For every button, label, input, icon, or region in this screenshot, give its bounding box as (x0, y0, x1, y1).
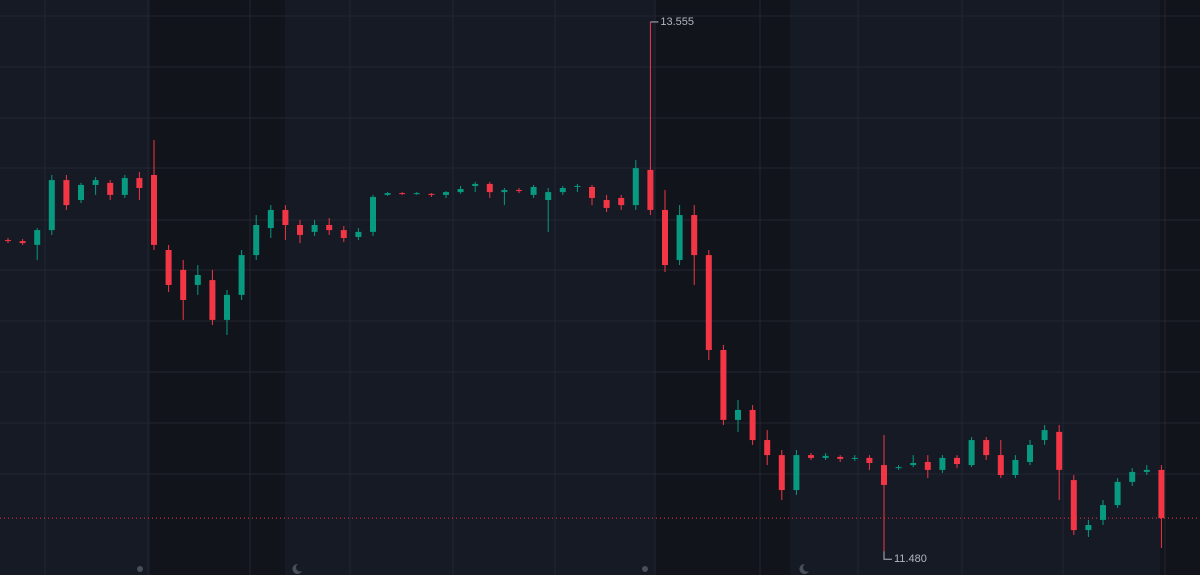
candle-body (516, 190, 522, 192)
candle-body (618, 197, 625, 206)
candle-body (764, 440, 771, 456)
candle-body (326, 225, 333, 231)
candle-body (136, 178, 143, 189)
candle-body (603, 200, 610, 208)
candle-body (589, 186, 595, 198)
moon-icon (292, 563, 302, 574)
candle-body (720, 350, 727, 420)
sun-icon (137, 566, 143, 572)
candle-body (1056, 431, 1063, 470)
candle-body (939, 457, 946, 470)
candle-body (1114, 481, 1121, 506)
candle-body (1041, 430, 1048, 441)
candle-body (983, 440, 990, 456)
session-shading (150, 0, 1200, 575)
candle-body (530, 186, 537, 195)
candle-body (997, 455, 1004, 475)
candle-body (662, 209, 668, 266)
candle-body (253, 225, 260, 256)
candle-body (19, 241, 26, 244)
candle-body (676, 215, 683, 260)
candle-body (574, 185, 581, 187)
candle-body (1100, 505, 1106, 520)
candle-body (413, 193, 420, 195)
annotation-label: 13.555 (660, 16, 694, 28)
candle-body (545, 192, 552, 200)
candle-body (311, 225, 318, 232)
candle-body (501, 190, 508, 193)
candle-body (705, 255, 712, 350)
candle-body (822, 455, 829, 458)
candle-body (954, 457, 960, 465)
candle-body (78, 184, 84, 200)
moon-icon (799, 563, 809, 574)
candle-body (34, 230, 41, 245)
candle-body (194, 275, 201, 285)
candle-body (735, 409, 741, 420)
night-band (150, 0, 285, 575)
candle-body (443, 192, 449, 195)
night-band (655, 0, 790, 575)
candle-body (107, 182, 114, 195)
candle-body (647, 169, 654, 210)
candle-body (5, 240, 11, 242)
candle-body (399, 193, 406, 195)
candle-body (384, 193, 391, 195)
annotation-leader (883, 551, 892, 560)
candle-body (457, 189, 464, 193)
candle-body (1027, 444, 1033, 462)
candle-body (1129, 471, 1136, 482)
candle-body (1070, 480, 1077, 531)
candle-body (691, 215, 698, 256)
candle-body (92, 180, 99, 185)
candle-body (267, 209, 274, 229)
candle-body (282, 209, 289, 225)
annotation-label: 11.480 (894, 553, 927, 565)
candle-body (968, 440, 975, 466)
candle-body (340, 230, 347, 239)
candle-body (165, 250, 172, 285)
candle-body (837, 456, 844, 459)
candle-body (866, 457, 873, 464)
candle-body (808, 455, 814, 458)
sun-icon (642, 566, 648, 572)
candle-body (632, 168, 639, 206)
candle-body (238, 255, 245, 295)
night-band (1160, 0, 1200, 575)
candle-body (355, 231, 362, 237)
session-icons (137, 563, 809, 574)
candle-body (1012, 459, 1019, 475)
candle-body (895, 467, 902, 469)
candle-body (472, 183, 479, 186)
candle-body (910, 463, 917, 466)
candle-body (63, 180, 70, 206)
candle-body (297, 225, 303, 235)
candle-body (370, 196, 376, 232)
candle-body (793, 455, 800, 491)
candle-body (486, 183, 493, 193)
candle-body (151, 175, 157, 245)
candle-body (778, 455, 785, 491)
candle-body (924, 461, 931, 470)
candle-body (1158, 469, 1165, 519)
candle-body (428, 193, 435, 195)
candle-body (180, 269, 187, 300)
candle-body (1085, 525, 1092, 531)
candle-body (224, 294, 230, 320)
candle-body (48, 180, 55, 231)
candle-body (851, 457, 858, 459)
candle-body (1143, 469, 1150, 472)
candle-body (881, 465, 887, 485)
candle-body (749, 409, 756, 441)
candle-body (121, 178, 128, 195)
candle-body (209, 280, 216, 320)
candle-body (559, 188, 566, 193)
